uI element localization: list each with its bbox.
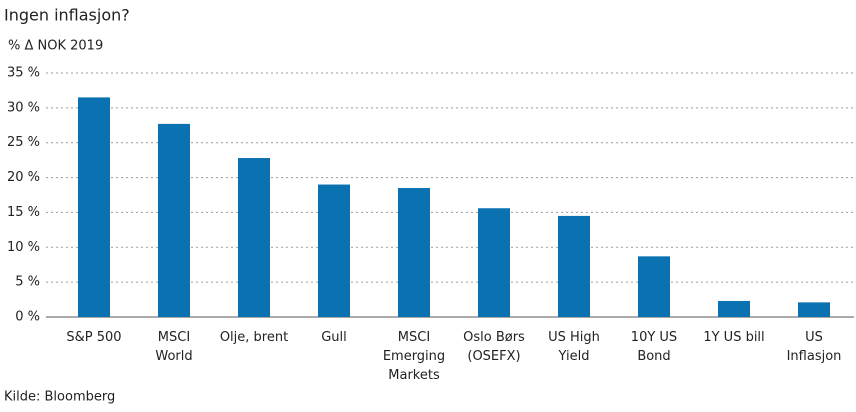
x-tick-label-line: Bond [637, 349, 670, 364]
x-tick-label: MSCI Emerging Markets [383, 330, 445, 383]
x-tick-label-line: Olje, brent [220, 330, 288, 345]
x-tick-label: MSCI World [155, 330, 192, 364]
x-tick-label-line: US [805, 330, 823, 345]
y-tick-label: 5 % [15, 275, 40, 290]
y-tick-label: 20 % [7, 170, 40, 185]
bar [78, 97, 110, 318]
x-tick-label-line: Yield [558, 349, 590, 364]
y-tick-label: 10 % [7, 240, 40, 255]
x-tick-label-line: S&P 500 [66, 330, 121, 345]
bar [798, 302, 830, 317]
y-tick-label: 30 % [7, 100, 40, 115]
x-tick-label-line: MSCI [158, 330, 190, 345]
x-tick-label-line: 1Y US bill [703, 330, 764, 345]
y-tick-label: 0 % [15, 310, 40, 325]
x-tick-label-line: Markets [388, 368, 440, 383]
y-tick-label: 15 % [7, 205, 40, 220]
y-tick-label: 25 % [7, 135, 40, 150]
bar [638, 256, 670, 317]
x-tick-label-line: US High [548, 330, 600, 345]
x-tick-label-line: 10Y US [631, 330, 677, 345]
bar [718, 300, 750, 317]
x-tick-label: 10Y US Bond [631, 330, 677, 364]
x-tick-label: Oslo Børs (OSEFX) [463, 330, 525, 364]
x-tick-label-line: Inflasjon [787, 349, 842, 364]
y-tick-label: 35 % [7, 66, 40, 81]
bar [478, 208, 510, 317]
bar [318, 184, 350, 317]
x-tick-label: Olje, brent [220, 330, 288, 345]
chart-title: Ingen inflasjon? [4, 6, 130, 25]
x-tick-label-line: Oslo Børs [463, 330, 525, 345]
chart-subtitle: % Δ NOK 2019 [8, 39, 103, 54]
bar [238, 158, 270, 317]
bar [158, 123, 190, 318]
source: Kilde: Bloomberg [4, 390, 115, 405]
x-tick-label: 1Y US bill [703, 330, 764, 345]
x-tick-label-line: MSCI [398, 330, 430, 345]
bar [558, 215, 590, 317]
bar [398, 188, 430, 317]
x-tick-label: US High Yield [548, 330, 600, 364]
x-tick-label-line: (OSEFX) [467, 349, 520, 364]
x-tick-label: Gull [321, 330, 347, 345]
x-tick-label: US Inflasjon [787, 330, 842, 364]
x-tick-label-line: Gull [321, 330, 347, 345]
x-tick-label: S&P 500 [66, 330, 121, 345]
x-tick-label-line: Emerging [383, 349, 445, 364]
x-tick-label-line: World [155, 349, 192, 364]
